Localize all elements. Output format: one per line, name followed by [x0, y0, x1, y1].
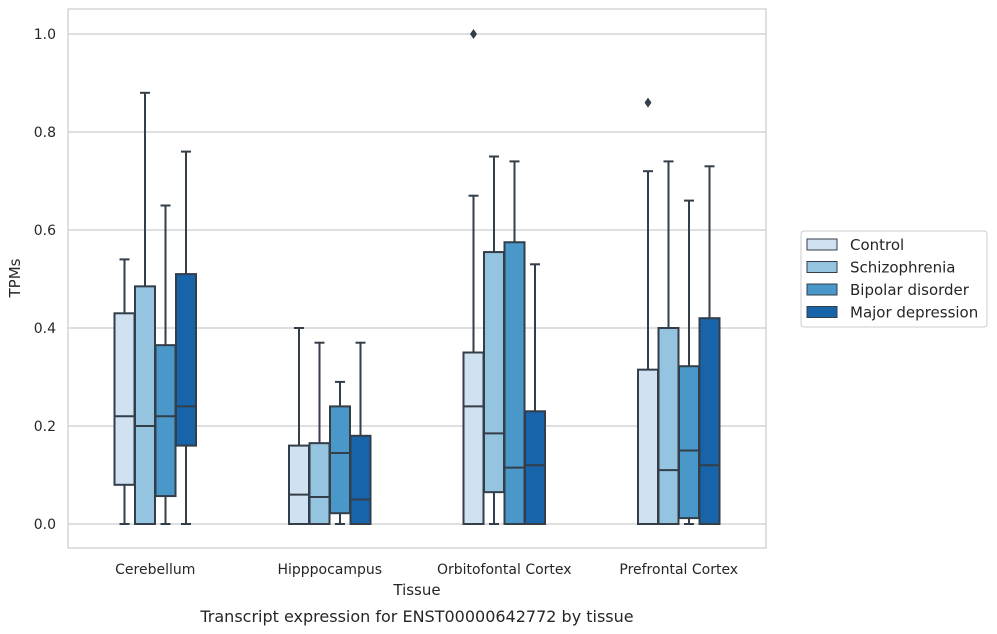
box — [503, 241, 526, 525]
box — [657, 327, 680, 525]
x-tick-labels: Cerebellum Hipppocampus Orbitofontal Corte… — [115, 562, 738, 578]
box — [288, 444, 310, 526]
box-plot — [175, 150, 197, 525]
y-tick-label: 0.4 — [34, 321, 56, 337]
legend-swatch — [806, 238, 838, 251]
x-tick-label: Orbitofontal Cortex — [437, 562, 572, 578]
box-plot — [462, 29, 485, 525]
box-plot — [134, 91, 156, 525]
box-plot — [524, 263, 546, 525]
legend-frame — [800, 230, 988, 328]
x-tick-label: Hipppocampus — [277, 562, 382, 578]
legend-swatch — [806, 306, 838, 318]
box-plots — [113, 29, 721, 526]
chart-caption: Transcript expression for ENST0000064277… — [199, 607, 633, 626]
plot-frame — [67, 8, 767, 549]
legend-label: Bipolar disorder — [850, 281, 970, 299]
box — [678, 365, 700, 520]
x-tick-label: Cerebellum — [115, 562, 195, 578]
box — [698, 317, 721, 526]
box — [483, 251, 505, 494]
y-tick-label: 0.6 — [34, 223, 56, 239]
y-tick-label: 0.2 — [34, 419, 56, 435]
legend-label: Control — [850, 236, 904, 254]
y-tick-label: 0.0 — [34, 517, 56, 533]
legend-swatch — [806, 261, 838, 273]
box-plot — [113, 258, 136, 525]
box-plot — [698, 165, 721, 526]
legend-label: Major depression — [850, 304, 978, 322]
box — [154, 344, 177, 498]
box — [113, 312, 136, 486]
legend-label: Schizophrenia — [850, 259, 955, 277]
box — [637, 368, 659, 525]
x-axis-label: Tissue — [392, 581, 440, 599]
box-plot — [678, 199, 700, 525]
box-plot — [503, 160, 526, 525]
y-axis-label: TPMs — [6, 258, 24, 298]
box — [308, 442, 331, 525]
x-tick-label: Prefrontal Cortex — [619, 562, 738, 578]
box — [175, 273, 197, 447]
y-tick-label: 1.0 — [34, 27, 56, 43]
legend: Control Schizophrenia Bipolar disorder Majo… — [800, 230, 988, 328]
legend-swatch — [806, 283, 838, 296]
y-tick-label: 0.8 — [34, 125, 56, 141]
y-tick-labels: 0.0 0.2 0.4 0.6 0.8 1.0 — [34, 27, 56, 533]
box — [349, 434, 372, 525]
box — [134, 285, 156, 525]
box — [329, 405, 351, 515]
outlier-point — [644, 97, 652, 108]
box-plot — [349, 341, 372, 525]
outlier-point — [470, 29, 477, 39]
box — [462, 351, 485, 525]
box — [524, 410, 546, 525]
